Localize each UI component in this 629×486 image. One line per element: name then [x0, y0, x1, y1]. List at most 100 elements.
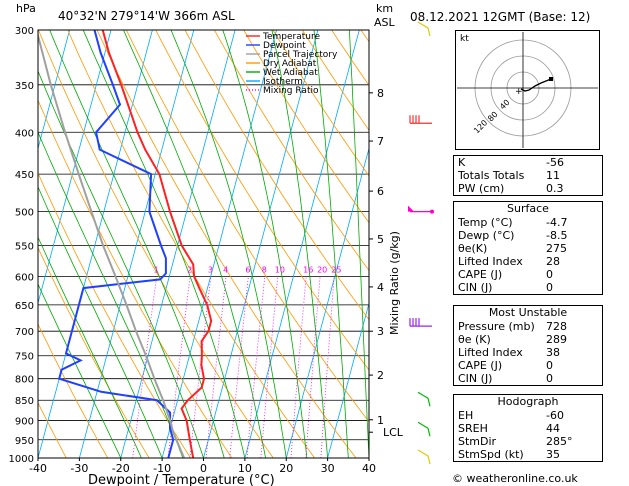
- wind-barb-flag: [417, 21, 431, 37]
- pressure-tick-550: 550: [15, 241, 34, 252]
- row-label: Pressure (mb): [458, 320, 535, 333]
- row-value: 11: [546, 169, 560, 182]
- row-label: Dewp (°C): [458, 229, 515, 242]
- row-value: 275: [546, 242, 567, 255]
- row-label: Temp (°C): [458, 216, 513, 229]
- x-tick-10: 10: [238, 462, 252, 475]
- row-label: K: [458, 156, 466, 169]
- dry-adiabat-330: [155, 30, 369, 371]
- chart-series: [38, 30, 213, 458]
- isotherm-20: [285, 146, 369, 458]
- hodograph-stats-title: Hodograph: [497, 395, 559, 408]
- table-row: Temp (°C) -4.7: [454, 216, 602, 229]
- wet-adiabat-40: [348, 30, 369, 458]
- dry-adiabat-320: [126, 30, 369, 423]
- row-label: CAPE (J): [458, 359, 503, 372]
- x-tick-20: 20: [279, 462, 293, 475]
- mixing-ratio-label-6: 6: [245, 265, 250, 274]
- dry-adiabat-360: [243, 30, 369, 224]
- hodograph-endpoint: [549, 77, 553, 81]
- table-row: SREH 44: [454, 422, 602, 435]
- pressure-tick-950: 950: [15, 436, 34, 447]
- asl-label: ASL: [374, 16, 396, 29]
- wet-adiabat--15: [38, 236, 142, 458]
- row-value: -56: [546, 156, 564, 169]
- table-row: PW (cm) 0.3: [454, 182, 602, 195]
- isotherm--10: [161, 30, 277, 458]
- row-label: CAPE (J): [458, 268, 503, 281]
- row-label: PW (cm): [458, 182, 505, 195]
- x-tick-30: 30: [321, 462, 335, 475]
- km-tick-3: 3: [377, 325, 384, 338]
- legend-label-6: Mixing Ratio: [263, 86, 319, 96]
- mixing-ratio-label-3: 3: [208, 265, 213, 274]
- x-tick--20: -20: [112, 462, 130, 475]
- table-row: K -56: [454, 156, 602, 169]
- x-tick--30: -30: [70, 462, 88, 475]
- row-value: 0: [546, 372, 553, 385]
- table-row: CAPE (J) 0: [454, 359, 602, 372]
- table-row: StmSpd (kt) 35: [454, 448, 602, 461]
- isotherm-0: [203, 30, 319, 458]
- isotherm--30: [79, 30, 195, 458]
- row-value: -60: [546, 409, 564, 422]
- legend-label-1: Dewpoint: [263, 41, 306, 51]
- row-label: CIN (J): [458, 372, 493, 385]
- pressure-tick-750: 750: [15, 352, 34, 363]
- dry-adiabat-240: [38, 401, 67, 458]
- mixing-ratio-line-6: [229, 276, 249, 458]
- table-row: Lifted Index 38: [454, 346, 602, 359]
- mixing-ratio-line-25: [320, 276, 335, 458]
- row-label: CIN (J): [458, 281, 493, 294]
- isotherm--60: [38, 30, 70, 151]
- chart-grid: [38, 30, 369, 458]
- km-tick-LCL: LCL: [383, 426, 404, 439]
- wind-barb-flag: [417, 449, 431, 465]
- table-row: StmDir 285°: [454, 435, 602, 448]
- mixing-ratio-label-20: 20: [317, 265, 327, 274]
- wet-adiabat--10: [38, 185, 163, 458]
- dry-adiabat-310: [96, 30, 357, 458]
- wind-barb-390: [409, 115, 432, 124]
- dry-adiabat-350: [214, 30, 369, 272]
- wet-adiabat-25: [222, 30, 308, 458]
- wet-adiabat--20: [38, 283, 122, 458]
- isotherm-30: [327, 301, 369, 458]
- row-value: 44: [546, 422, 560, 435]
- wind-barbs: [408, 21, 434, 465]
- table-row: Lifted Index 28: [454, 255, 602, 268]
- hodograph-stats-panel: Hodograph EH -60 SREH 44 StmDir 285° StmSpd (k…: [453, 394, 603, 462]
- dry-adiabat-250: [38, 323, 109, 458]
- indices-panel: K -56 Totals Totals 11 PW (cm) 0.3: [453, 155, 603, 196]
- location-label: 40°32'N 279°14'W 366m ASL: [58, 9, 235, 23]
- hodograph-kt-label: kt: [460, 34, 469, 44]
- row-label: SREH: [458, 422, 488, 435]
- mixing-ratio-label-1: 1: [154, 265, 159, 274]
- pressure-tick-800: 800: [15, 375, 34, 386]
- wind-barb-850: [417, 391, 431, 407]
- hodograph: kt 40 80 120 +: [455, 30, 600, 150]
- series-dewpoint: [57, 30, 175, 458]
- mixing-ratio-line-3: [189, 276, 212, 458]
- wind-barb-500: [408, 205, 434, 214]
- x-axis-title: Dewpoint / Temperature (°C): [88, 473, 275, 486]
- row-label: Lifted Index: [458, 255, 523, 268]
- mixing-ratio-label-25: 25: [331, 265, 341, 274]
- table-row: θe(K) 275: [454, 242, 602, 255]
- wind-barb-pennant: [408, 205, 414, 212]
- mixing-ratio-labels: 1 2 3 4 6 8 10 16 20 25: [154, 265, 342, 274]
- wet-adiabat-15: [123, 30, 266, 458]
- mixing-ratio-line-16: [290, 276, 307, 458]
- dry-adiabat-260: [38, 246, 150, 458]
- wind-barb-tip: [430, 209, 434, 214]
- table-row: Totals Totals 11: [454, 169, 602, 182]
- datetime-label: 08.12.2021 12GMT (Base: 12): [410, 10, 591, 24]
- series-temperature: [101, 30, 213, 458]
- row-value: 728: [546, 320, 567, 333]
- pressure-tick-650: 650: [15, 301, 34, 312]
- mixing-ratio-label-10: 10: [275, 265, 285, 274]
- isotherm--50: [38, 30, 112, 305]
- hodograph-storm-marker: +: [515, 87, 523, 97]
- dry-adiabat-340: [184, 30, 369, 321]
- km-tick-8: 8: [377, 87, 384, 100]
